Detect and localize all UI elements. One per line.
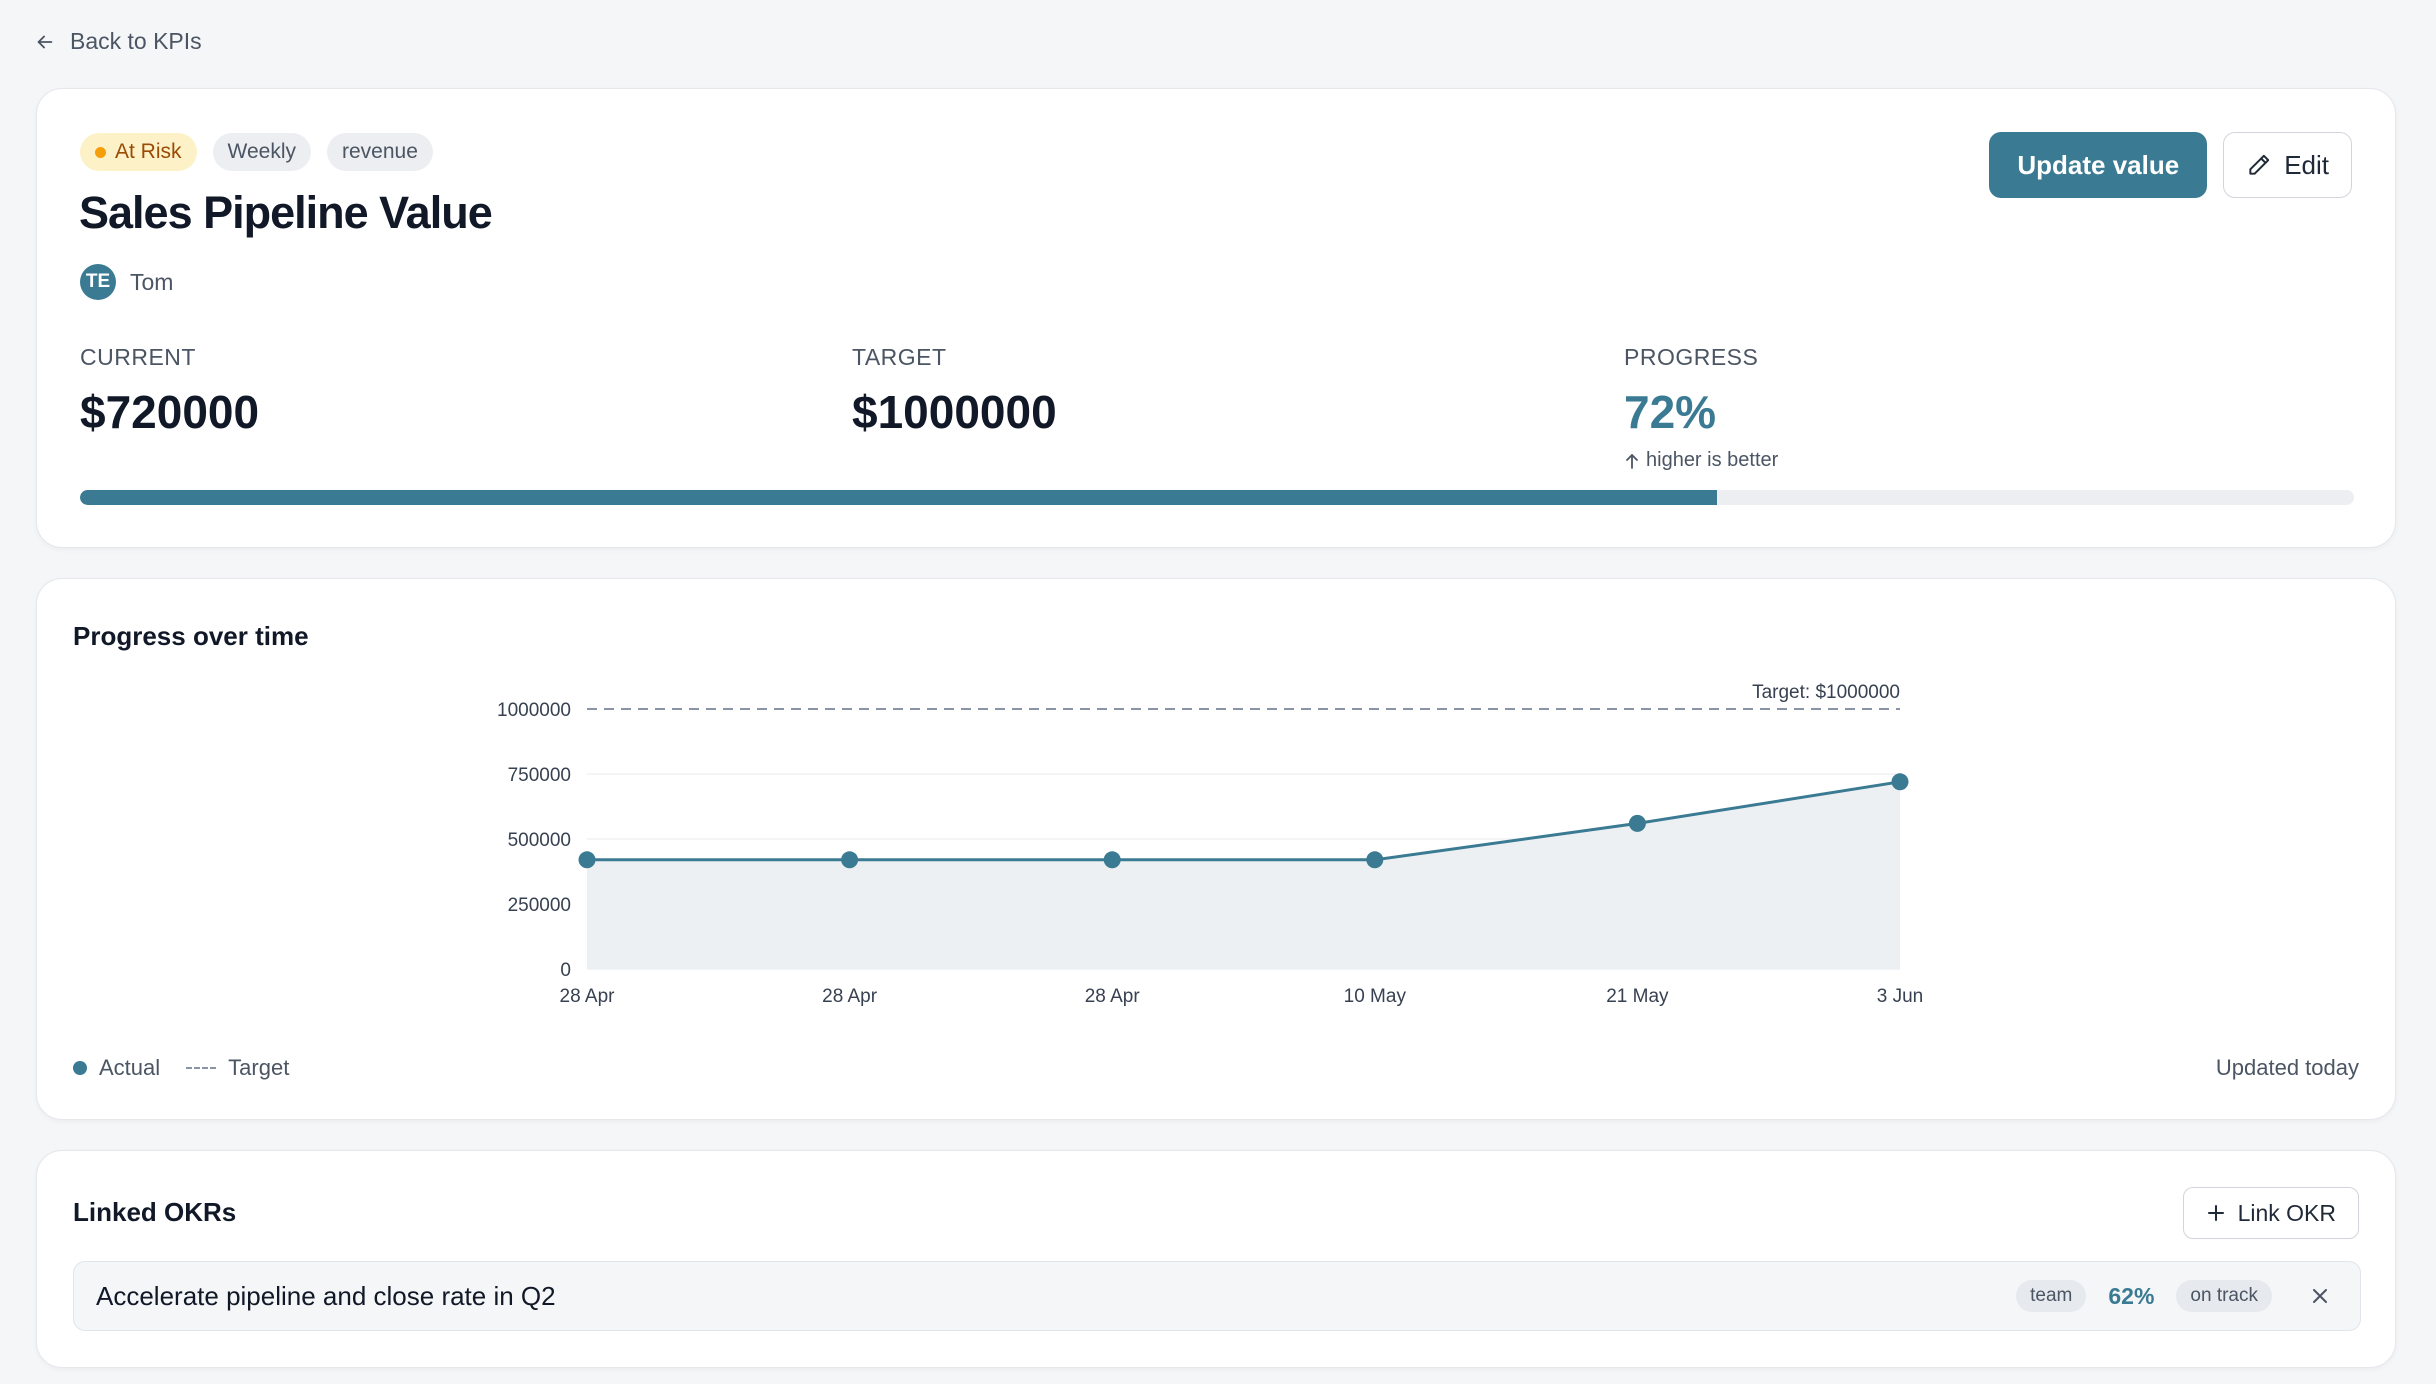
arrow-up-icon bbox=[1626, 453, 1638, 469]
current-value: $720000 bbox=[80, 386, 260, 438]
status-dot-icon bbox=[95, 146, 106, 158]
actual-data-point bbox=[841, 851, 859, 869]
pencil-icon bbox=[2249, 154, 2270, 175]
edit-button[interactable]: Edit bbox=[2223, 132, 2352, 198]
unlink-okr-button[interactable] bbox=[2302, 1278, 2338, 1314]
progress-bar-fill bbox=[80, 490, 1718, 505]
actual-data-point bbox=[1891, 773, 1909, 791]
category-badge: revenue bbox=[326, 133, 433, 171]
actual-data-point bbox=[1103, 851, 1121, 869]
target-stat: TARGET $1000000 bbox=[852, 344, 1057, 439]
y-tick-label: 1000000 bbox=[497, 700, 571, 721]
actual-data-point bbox=[1628, 814, 1646, 832]
legend-actual-label: Actual bbox=[99, 1055, 161, 1080]
back-link-label: Back to KPIs bbox=[70, 28, 202, 54]
owner: TE Tom bbox=[80, 264, 173, 300]
kpi-summary-card: At Risk Weekly revenue Sales Pipeline Va… bbox=[36, 88, 2396, 548]
legend-target-label: Target bbox=[228, 1055, 290, 1080]
actual-data-point bbox=[578, 851, 596, 869]
target-line-label: Target: $1000000 bbox=[1752, 682, 1900, 703]
okr-status-badge: on track bbox=[2176, 1280, 2272, 1312]
actual-area bbox=[587, 781, 1900, 969]
y-tick-label: 0 bbox=[560, 960, 571, 981]
chart-section-title: Progress over time bbox=[73, 621, 309, 651]
list-item[interactable]: Accelerate pipeline and close rate in Q2… bbox=[73, 1261, 2361, 1331]
x-tick-label: 3 Jun bbox=[1877, 986, 1923, 1007]
page-title: Sales Pipeline Value bbox=[79, 187, 493, 238]
back-link[interactable]: Back to KPIs bbox=[34, 28, 202, 55]
okr-scope-badge: team bbox=[2016, 1280, 2087, 1312]
status-badge: At Risk bbox=[80, 133, 197, 171]
target-value: $1000000 bbox=[852, 386, 1057, 438]
legend-target: Target bbox=[186, 1055, 289, 1081]
progress-chart-card: Progress over time 0 250000 500000 750000 10… bbox=[36, 578, 2396, 1120]
okr-section-title: Linked OKRs bbox=[73, 1197, 237, 1227]
current-label: CURRENT bbox=[80, 344, 196, 370]
progress-chart: 0 250000 500000 750000 1000000 Target: $10000… bbox=[497, 682, 1923, 1007]
current-stat: CURRENT $720000 bbox=[80, 344, 259, 439]
actual-data-point bbox=[1366, 851, 1384, 869]
y-tick-label: 250000 bbox=[508, 895, 571, 916]
okr-meta: team 62% on track bbox=[2016, 1278, 2338, 1314]
x-tick-label: 21 May bbox=[1606, 986, 1669, 1007]
linked-okrs-card: Linked OKRs Link OKR Accelerate pipeline… bbox=[36, 1150, 2396, 1368]
x-tick-label: 10 May bbox=[1344, 986, 1407, 1007]
x-tick-label: 28 Apr bbox=[560, 986, 616, 1007]
y-tick-label: 500000 bbox=[508, 830, 571, 851]
plus-icon bbox=[2207, 1205, 2224, 1221]
progress-value: 72% bbox=[1624, 386, 1717, 438]
owner-name: Tom bbox=[130, 268, 174, 295]
link-okr-button[interactable]: Link OKR bbox=[2182, 1187, 2359, 1239]
status-badge-label: At Risk bbox=[115, 140, 182, 163]
direction-hint: higher is better bbox=[1624, 449, 1778, 472]
progress-label: PROGRESS bbox=[1624, 344, 1759, 370]
arrow-left-icon bbox=[37, 35, 53, 48]
edit-button-label: Edit bbox=[2284, 149, 2329, 180]
direction-hint-label: higher is better bbox=[1646, 449, 1779, 471]
okr-progress: 62% bbox=[2108, 1282, 2155, 1309]
updated-timestamp: Updated today bbox=[2215, 1055, 2359, 1080]
legend-target-dash-icon bbox=[186, 1067, 217, 1069]
okr-title[interactable]: Accelerate pipeline and close rate in Q2 bbox=[96, 1280, 556, 1311]
kpi-actions: Update value Edit bbox=[1989, 132, 2352, 198]
legend-actual-dot-icon bbox=[73, 1061, 87, 1075]
x-tick-label: 28 Apr bbox=[1085, 986, 1141, 1007]
link-okr-label: Link OKR bbox=[2237, 1199, 2336, 1226]
x-tick-label: 28 Apr bbox=[822, 986, 878, 1007]
legend-actual: Actual bbox=[73, 1055, 160, 1081]
update-value-button[interactable]: Update value bbox=[1989, 132, 2208, 198]
frequency-badge: Weekly bbox=[212, 133, 311, 171]
y-tick-label: 750000 bbox=[508, 765, 571, 786]
actual-series-line bbox=[587, 780, 1901, 862]
progress-stat: PROGRESS 72% higher is better bbox=[1624, 344, 1778, 472]
chart-legend: Actual Target bbox=[73, 1055, 289, 1081]
kpi-tags: At Risk Weekly revenue bbox=[80, 133, 433, 171]
avatar: TE bbox=[80, 264, 116, 300]
progress-bar bbox=[80, 490, 2354, 505]
close-icon bbox=[2313, 1289, 2327, 1303]
target-label: TARGET bbox=[852, 344, 947, 370]
